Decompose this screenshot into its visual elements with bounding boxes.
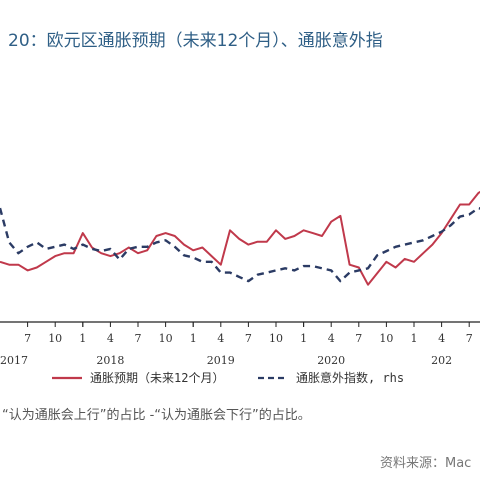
x-tick-label: 1 [190, 332, 197, 345]
x-tick-label: 4 [438, 332, 445, 345]
x-tick-label: 4 [107, 332, 114, 345]
legend-item-inflation-expectation: 通胀预期（未来12个月） [52, 371, 224, 385]
plot-lines [0, 190, 480, 286]
x-tick-label: 10 [159, 332, 173, 345]
x-tick-label: 7 [466, 332, 473, 345]
x-tick-label: 7 [355, 332, 362, 345]
x-tick-label: 10 [379, 332, 393, 345]
x-tick-label: 7 [24, 332, 31, 345]
legend-label: 通胀意外指数, rhs [296, 370, 404, 385]
x-year-label: 2019 [207, 354, 235, 367]
footnote: “认为通胀会上行”的占比 -“认为通胀会下行”的占比。 [2, 408, 311, 423]
x-tick-label: 1 [300, 332, 307, 345]
x-tick-label: 10 [48, 332, 62, 345]
x-tick-label: 4 [217, 332, 224, 345]
x-ticks: 7101471014710147101471014720172018201920… [0, 322, 473, 367]
source-note: 资料来源：Mac [380, 456, 472, 471]
x-year-label: 2018 [96, 354, 124, 367]
series-inflation-surprise-line [0, 206, 480, 283]
x-tick-label: 1 [79, 332, 86, 345]
series-inflation-expectation-line [0, 190, 480, 286]
x-tick-label: 1 [411, 332, 418, 345]
x-tick-label: 7 [245, 332, 252, 345]
title-bar: 20：欧元区通胀预期（未来12个月）、通胀意外指 [0, 0, 480, 74]
x-year-label: 2017 [0, 354, 28, 367]
x-year-label: 2020 [317, 354, 345, 367]
legend-item-inflation-surprise: 通胀意外指数, rhs [258, 370, 404, 385]
legend-label: 通胀预期（未来12个月） [90, 371, 224, 385]
x-tick-label: 4 [328, 332, 335, 345]
legend: 通胀预期（未来12个月） 通胀意外指数, rhs [52, 370, 404, 385]
x-year-label: 202 [431, 354, 452, 367]
x-tick-label: 7 [135, 332, 142, 345]
x-tick-label: 10 [269, 332, 283, 345]
chart-title: 20：欧元区通胀预期（未来12个月）、通胀意外指 [8, 31, 383, 51]
